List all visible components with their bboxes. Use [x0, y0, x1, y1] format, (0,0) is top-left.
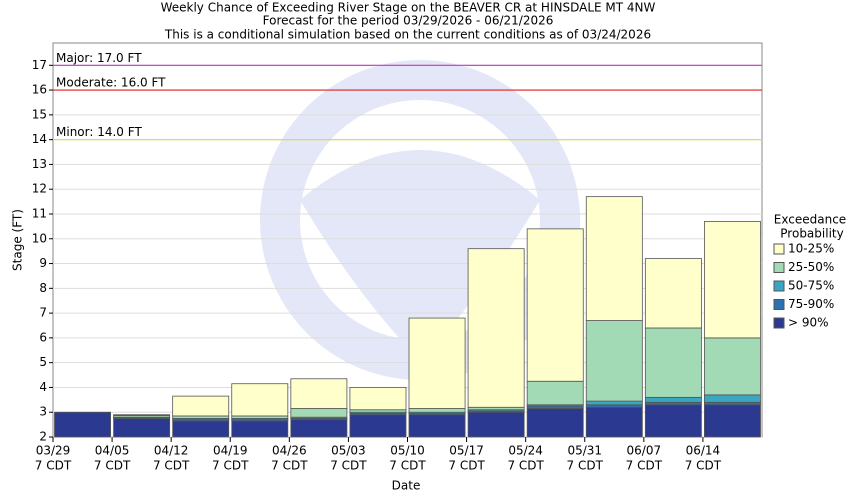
x-tick-sublabel: 7 CDT — [153, 459, 190, 473]
bar-segment — [585, 406, 643, 438]
y-tick-label: 15 — [32, 107, 47, 121]
legend-swatch — [773, 280, 785, 292]
x-tick-label: 05/17 — [449, 444, 484, 458]
y-tick-label: 7 — [39, 306, 47, 320]
bar-segment — [704, 404, 761, 438]
title-line: Weekly Chance of Exceeding River Stage o… — [161, 1, 656, 15]
bar-segment — [467, 248, 525, 408]
bar-segment — [704, 337, 761, 396]
x-tick-sublabel: 7 CDT — [94, 459, 131, 473]
bar-segment — [349, 414, 407, 438]
x-tick-label: 04/05 — [95, 444, 130, 458]
legend-swatch — [773, 262, 785, 273]
bar-segment — [290, 419, 348, 438]
x-tick-label: 05/10 — [390, 444, 425, 458]
bar-segment — [408, 414, 466, 438]
legend-swatch — [773, 317, 785, 329]
title-line: Forecast for the period 03/29/2026 - 06/… — [263, 14, 554, 28]
threshold-label: Major: 17.0 FT — [56, 51, 142, 65]
bar-segment — [644, 396, 702, 403]
bar-segment — [704, 394, 761, 403]
x-tick-sublabel: 7 CDT — [389, 459, 426, 473]
y-tick-label: 6 — [39, 330, 47, 344]
y-tick-label: 16 — [32, 83, 47, 97]
y-tick-label: 9 — [39, 256, 47, 270]
bar-segment — [113, 414, 171, 416]
threshold-label: Minor: 14.0 FT — [56, 125, 142, 139]
bar-segment — [172, 395, 230, 417]
bar-segment — [467, 411, 525, 438]
x-tick-sublabel: 7 CDT — [330, 459, 367, 473]
bar-segment — [231, 383, 289, 417]
bar-segment — [644, 327, 702, 398]
bar-segment — [408, 408, 466, 413]
y-axis-label: Stage (FT) — [11, 209, 25, 271]
x-tick-sublabel: 7 CDT — [212, 459, 249, 473]
y-tick-label: 12 — [32, 182, 47, 196]
y-tick-label: 3 — [39, 405, 47, 419]
bar-segment — [172, 420, 230, 438]
bar-segment — [408, 317, 466, 409]
legend-label: > 90% — [788, 316, 829, 330]
bar-segment — [644, 258, 702, 329]
legend-swatch — [773, 299, 785, 310]
x-tick-sublabel: 7 CDT — [35, 459, 72, 473]
y-tick-label: 17 — [32, 58, 47, 72]
x-tick-label: 04/26 — [272, 444, 307, 458]
bar-segment — [54, 411, 111, 438]
y-tick-label: 14 — [32, 132, 47, 146]
bar-segment — [231, 420, 289, 438]
bar-segment — [585, 400, 643, 406]
x-tick-label: 05/31 — [567, 444, 602, 458]
legend-title: Exceedance — [774, 213, 846, 227]
bar-segment — [644, 404, 702, 438]
bar-segment — [349, 387, 407, 411]
legend-label: 25-50% — [788, 260, 834, 274]
x-tick-sublabel: 7 CDT — [685, 459, 722, 473]
bar-segment — [585, 320, 643, 402]
x-tick-sublabel: 7 CDT — [507, 459, 544, 473]
bar-segment — [526, 408, 584, 438]
y-tick-label: 11 — [32, 206, 47, 220]
legend-swatch — [773, 243, 785, 255]
x-tick-label: 05/03 — [331, 444, 366, 458]
legend-label: 10-25% — [788, 242, 834, 256]
x-tick-sublabel: 7 CDT — [271, 459, 308, 473]
y-tick-label: 5 — [39, 355, 47, 369]
legend-title: Probability — [780, 227, 843, 241]
threshold-label: Moderate: 16.0 FT — [56, 76, 166, 90]
x-axis-label: Date — [392, 479, 421, 493]
y-tick-label: 13 — [32, 157, 47, 171]
bar-segment — [290, 408, 348, 418]
x-tick-label: 03/29 — [36, 444, 71, 458]
y-tick-label: 4 — [39, 380, 47, 394]
y-tick-label: 10 — [32, 231, 47, 245]
bar-segment — [585, 196, 643, 321]
legend-label: 50-75% — [788, 279, 834, 293]
x-tick-sublabel: 7 CDT — [567, 459, 604, 473]
title-line: This is a conditional simulation based o… — [164, 28, 651, 42]
x-tick-sublabel: 7 CDT — [448, 459, 485, 473]
legend-label: 75-90% — [788, 297, 834, 311]
y-tick-label: 2 — [39, 430, 47, 444]
x-tick-label: 06/07 — [627, 444, 662, 458]
bar-segment — [113, 418, 171, 438]
x-tick-label: 06/14 — [686, 444, 721, 458]
bar-segment — [290, 378, 348, 409]
bar-segment — [526, 380, 584, 406]
x-tick-sublabel: 7 CDT — [626, 459, 663, 473]
x-tick-label: 05/24 — [508, 444, 543, 458]
bar-segment — [526, 228, 584, 382]
x-tick-label: 04/19 — [213, 444, 248, 458]
bar-segment — [704, 221, 761, 339]
x-tick-label: 04/12 — [154, 444, 189, 458]
y-tick-label: 8 — [39, 281, 47, 295]
